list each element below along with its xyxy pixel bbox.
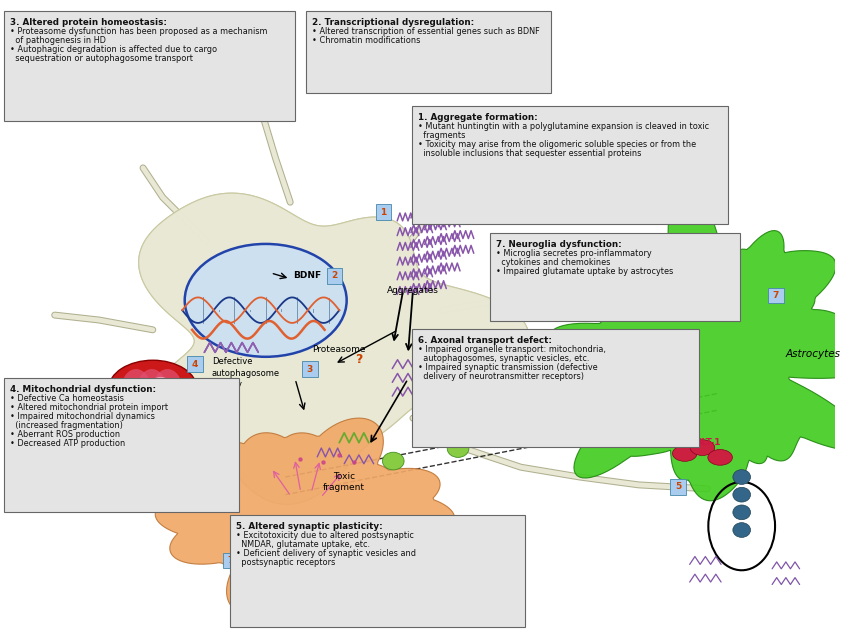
Text: NMDAR, glutamate uptake, etc.: NMDAR, glutamate uptake, etc.: [236, 541, 371, 550]
Ellipse shape: [708, 450, 733, 465]
Text: ?: ?: [355, 353, 363, 366]
Text: postsynaptic receptors: postsynaptic receptors: [236, 558, 336, 567]
Ellipse shape: [499, 429, 521, 447]
FancyBboxPatch shape: [376, 204, 391, 220]
FancyBboxPatch shape: [626, 390, 642, 406]
Text: 1. Aggregate formation:: 1. Aggregate formation:: [418, 113, 537, 122]
Text: BDNF: BDNF: [293, 272, 321, 281]
Text: cytokines and chemokines: cytokines and chemokines: [496, 258, 610, 266]
Text: • Mutant huntingtin with a polyglutamine expansion is cleaved in toxic: • Mutant huntingtin with a polyglutamine…: [418, 122, 709, 131]
Text: GLT-1: GLT-1: [694, 438, 721, 447]
Text: Proteasome: Proteasome: [313, 345, 366, 354]
Text: 3: 3: [307, 365, 313, 374]
Text: 5: 5: [675, 482, 681, 491]
Ellipse shape: [555, 412, 604, 445]
Text: Toxic
fragment: Toxic fragment: [323, 472, 366, 492]
Polygon shape: [156, 418, 455, 615]
FancyBboxPatch shape: [3, 11, 295, 121]
Text: 4: 4: [192, 360, 198, 369]
Text: • Chromatin modifications: • Chromatin modifications: [312, 36, 420, 45]
FancyBboxPatch shape: [768, 288, 784, 304]
Text: • Defective Ca homeostasis: • Defective Ca homeostasis: [9, 394, 123, 403]
Text: • Aberrant ROS production: • Aberrant ROS production: [9, 430, 120, 439]
Text: fragments: fragments: [418, 131, 465, 140]
Text: Oligomers: Oligomers: [460, 362, 507, 372]
Text: 7: 7: [227, 556, 234, 565]
Ellipse shape: [672, 445, 697, 461]
FancyBboxPatch shape: [490, 233, 740, 321]
Text: 2: 2: [332, 272, 337, 281]
Ellipse shape: [690, 440, 715, 456]
Text: 1: 1: [380, 208, 387, 217]
Ellipse shape: [137, 369, 167, 408]
Ellipse shape: [122, 369, 150, 408]
Ellipse shape: [159, 387, 178, 401]
FancyBboxPatch shape: [230, 515, 524, 627]
FancyBboxPatch shape: [326, 268, 343, 284]
Ellipse shape: [184, 244, 347, 357]
Ellipse shape: [447, 440, 469, 458]
Text: • Proteasome dysfunction has been proposed as a mechanism: • Proteasome dysfunction has been propos…: [9, 27, 267, 36]
Ellipse shape: [135, 388, 155, 401]
Text: 3. Altered protein homeostasis:: 3. Altered protein homeostasis:: [9, 18, 167, 27]
Text: • Impaired glutamate uptake by astrocytes: • Impaired glutamate uptake by astrocyte…: [496, 266, 673, 276]
Text: • Impaired organelle transport: mitochondria,: • Impaired organelle transport: mitochon…: [418, 345, 606, 354]
Text: • Impaired mitochondrial dynamics: • Impaired mitochondrial dynamics: [9, 412, 155, 421]
Text: • Impaired synaptic transmission (defective: • Impaired synaptic transmission (defect…: [418, 363, 598, 372]
Ellipse shape: [733, 470, 751, 484]
Text: Microglia: Microglia: [263, 575, 314, 585]
Text: (increased fragmentation): (increased fragmentation): [9, 421, 122, 430]
Ellipse shape: [733, 505, 751, 520]
Text: 7. Neuroglia dysfunction:: 7. Neuroglia dysfunction:: [496, 240, 622, 249]
Text: delivery of neurotransmitter receptors): delivery of neurotransmitter receptors): [418, 372, 584, 381]
Ellipse shape: [153, 369, 182, 408]
Polygon shape: [139, 193, 529, 504]
Text: • Toxicity may arise from the oligomeric soluble species or from the: • Toxicity may arise from the oligomeric…: [418, 140, 696, 149]
Text: 4. Mitochondrial dysfunction:: 4. Mitochondrial dysfunction:: [9, 385, 156, 394]
FancyBboxPatch shape: [3, 378, 239, 512]
Text: Aggregates: Aggregates: [387, 286, 439, 295]
Text: insoluble inclusions that sequester essential proteins: insoluble inclusions that sequester esse…: [418, 149, 641, 158]
Text: • Excitotoxicity due to altered postsynaptic: • Excitotoxicity due to altered postsyna…: [236, 532, 414, 541]
Text: 6: 6: [631, 394, 637, 403]
Text: • Deficient delivery of synaptic vesicles and: • Deficient delivery of synaptic vesicle…: [236, 550, 416, 558]
Ellipse shape: [733, 488, 751, 502]
Polygon shape: [139, 193, 529, 504]
Text: Defective
autophagosome
activity: Defective autophagosome activity: [212, 357, 280, 389]
Text: 2. Transcriptional dysregulation:: 2. Transcriptional dysregulation:: [312, 18, 474, 27]
Ellipse shape: [109, 360, 197, 417]
Text: • Decreased ATP production: • Decreased ATP production: [9, 439, 125, 448]
Text: • Altered transcription of essential genes such as BDNF: • Altered transcription of essential gen…: [312, 27, 540, 36]
Text: 5. Altered synaptic plasticity:: 5. Altered synaptic plasticity:: [236, 522, 383, 531]
FancyBboxPatch shape: [412, 329, 699, 447]
FancyBboxPatch shape: [412, 106, 728, 224]
Text: • Microglia secretes pro-inflammatory: • Microglia secretes pro-inflammatory: [496, 249, 652, 258]
FancyBboxPatch shape: [187, 357, 203, 372]
Text: sequestration or autophagosome transport: sequestration or autophagosome transport: [9, 54, 193, 63]
Text: ROS: ROS: [193, 415, 212, 424]
Polygon shape: [536, 189, 850, 501]
Text: autophagosomes, synaptic vesicles, etc.: autophagosomes, synaptic vesicles, etc.: [418, 354, 589, 363]
Text: 6. Axonal transport defect:: 6. Axonal transport defect:: [418, 335, 552, 344]
Text: 7: 7: [773, 291, 779, 300]
FancyBboxPatch shape: [223, 553, 238, 568]
Ellipse shape: [382, 452, 404, 470]
FancyBboxPatch shape: [306, 11, 552, 93]
Text: of pathogenesis in HD: of pathogenesis in HD: [9, 36, 105, 45]
Text: • Altered mitochondrial protein import: • Altered mitochondrial protein import: [9, 403, 167, 412]
Ellipse shape: [733, 523, 751, 537]
Text: • Autophagic degradation is affected due to cargo: • Autophagic degradation is affected due…: [9, 45, 217, 54]
Ellipse shape: [566, 418, 593, 438]
FancyBboxPatch shape: [670, 479, 686, 495]
FancyBboxPatch shape: [302, 361, 318, 377]
Text: Astrocytes: Astrocytes: [786, 350, 841, 359]
Ellipse shape: [150, 377, 171, 390]
